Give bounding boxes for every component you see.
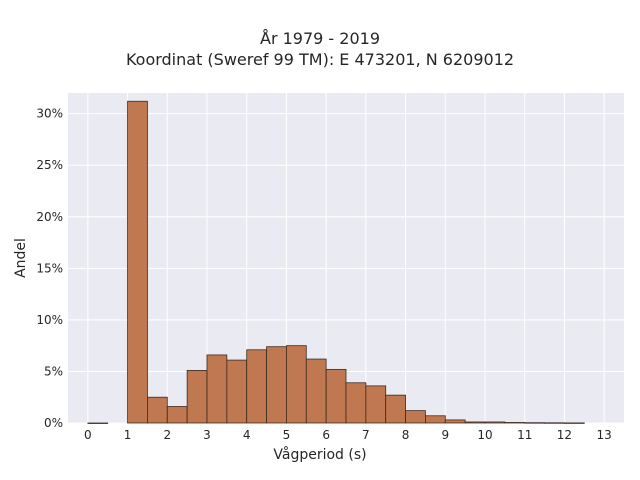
y-tick-label: 0% <box>44 416 63 430</box>
y-tick-label: 25% <box>36 158 63 172</box>
x-tick-label: 9 <box>441 428 449 442</box>
y-tick-label: 20% <box>36 210 63 224</box>
histogram-bar <box>524 422 545 424</box>
x-tick-label: 3 <box>203 428 211 442</box>
histogram-bar <box>405 410 426 424</box>
histogram-bar <box>87 422 109 424</box>
x-tick-label: 13 <box>597 428 612 442</box>
y-tick-label: 15% <box>36 261 63 275</box>
y-tick-labels: 0% 5% 10% 15% 20% 25% 30% <box>36 107 63 430</box>
histogram-bar <box>425 415 446 424</box>
x-tick-label: 12 <box>557 428 572 442</box>
histogram-bar <box>266 346 287 424</box>
x-tick-label: 2 <box>163 428 171 442</box>
y-axis-label: Andel <box>13 238 29 278</box>
histogram-bar <box>186 370 208 424</box>
x-tick-label: 6 <box>322 428 330 442</box>
histogram-bar <box>484 421 506 424</box>
histogram-bar <box>504 422 526 424</box>
grid-lines <box>68 93 624 424</box>
y-tick-label: 5% <box>44 364 63 378</box>
plot-background <box>68 93 624 423</box>
histogram-bar <box>345 382 367 424</box>
x-tick-label: 7 <box>362 428 370 442</box>
y-tick-label: 10% <box>36 313 63 327</box>
x-tick-label: 0 <box>84 428 92 442</box>
y-tick-label: 30% <box>36 107 63 121</box>
x-tick-label: 8 <box>402 428 410 442</box>
histogram-bar <box>206 354 228 424</box>
chart-subtitle: Koordinat (Sweref 99 TM): E 473201, N 62… <box>125 50 515 69</box>
chart-title: År 1979 - 2019 <box>260 29 380 48</box>
histogram-bar <box>385 394 406 424</box>
histogram-bar <box>544 422 565 424</box>
x-tick-label: 11 <box>517 428 532 442</box>
histogram-bar <box>564 422 585 424</box>
bars <box>87 100 585 424</box>
x-tick-label: 4 <box>243 428 251 442</box>
x-tick-label: 10 <box>477 428 492 442</box>
histogram-bar <box>226 359 248 424</box>
histogram-bar <box>305 358 327 424</box>
histogram-bar <box>444 419 466 424</box>
histogram-bar <box>147 396 168 424</box>
histogram-bar <box>166 406 188 424</box>
histogram-bar <box>127 100 148 424</box>
x-tick-label: 5 <box>283 428 291 442</box>
histogram-bar <box>286 345 307 424</box>
x-tick-label: 1 <box>124 428 132 442</box>
histogram-bar <box>365 385 387 424</box>
histogram-bar <box>325 368 347 424</box>
histogram-bar <box>464 421 486 424</box>
x-axis-label: Vågperiod (s) <box>273 447 367 463</box>
histogram-bar <box>246 349 267 424</box>
x-tick-labels: 0 1 2 3 4 5 6 7 8 9 10 11 12 13 <box>84 428 612 442</box>
